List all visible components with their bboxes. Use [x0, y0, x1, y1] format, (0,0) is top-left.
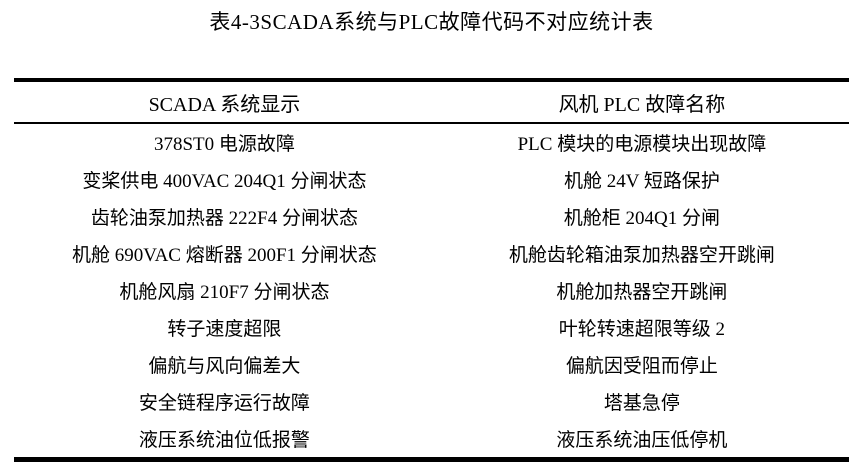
scada-plc-fault-table: SCADA 系统显示 风机 PLC 故障名称 378ST0 电源故障 PLC 模… — [14, 78, 849, 462]
table-row: 液压系统油位低报警 液压系统油压低停机 — [14, 420, 849, 460]
cell-plc: 叶轮转速超限等级 2 — [558, 319, 726, 340]
column-header-scada: SCADA 系统显示 — [14, 80, 435, 124]
cell-scada: 机舱风扇 210F7 分闸状态 — [119, 282, 330, 303]
cell-scada: 机舱 690VAC 熔断器 200F1 分闸状态 — [72, 245, 377, 266]
cell-scada: 安全链程序运行故障 — [138, 393, 310, 414]
cell-scada: 液压系统油位低报警 — [138, 430, 310, 451]
cell-scada: 378ST0 电源故障 — [153, 134, 295, 155]
cell-scada: 变桨供电 400VAC 204Q1 分闸状态 — [82, 171, 367, 192]
cell-plc: 机舱加热器空开跳闸 — [556, 282, 728, 303]
cell-scada: 齿轮油泵加热器 222F4 分闸状态 — [90, 208, 358, 229]
table-row: 378ST0 电源故障 PLC 模块的电源模块出现故障 — [14, 123, 849, 161]
table-caption: 表4-3SCADA系统与PLC故障代码不对应统计表 — [209, 10, 654, 34]
table-row: 转子速度超限 叶轮转速超限等级 2 — [14, 309, 849, 346]
cell-plc: 机舱 24V 短路保护 — [563, 171, 720, 192]
table-row: 机舱 690VAC 熔断器 200F1 分闸状态 机舱齿轮箱油泵加热器空开跳闸 — [14, 235, 849, 272]
table-row: 安全链程序运行故障 塔基急停 — [14, 383, 849, 420]
cell-plc: 偏航因受阻而停止 — [565, 356, 718, 377]
table-row: 齿轮油泵加热器 222F4 分闸状态 机舱柜 204Q1 分闸 — [14, 198, 849, 235]
cell-plc: 机舱齿轮箱油泵加热器空开跳闸 — [508, 245, 775, 266]
column-header-plc: 风机 PLC 故障名称 — [434, 80, 849, 124]
cell-scada: 偏航与风向偏差大 — [148, 356, 301, 377]
cell-plc: PLC 模块的电源模块出现故障 — [517, 134, 767, 155]
cell-scada: 转子速度超限 — [167, 319, 282, 340]
cell-plc: 液压系统油压低停机 — [556, 430, 728, 451]
cell-plc: 塔基急停 — [603, 393, 680, 414]
table-row: 变桨供电 400VAC 204Q1 分闸状态 机舱 24V 短路保护 — [14, 161, 849, 198]
table-row: 机舱风扇 210F7 分闸状态 机舱加热器空开跳闸 — [14, 272, 849, 309]
header-row: SCADA 系统显示 风机 PLC 故障名称 — [14, 80, 849, 124]
table-row: 偏航与风向偏差大 偏航因受阻而停止 — [14, 346, 849, 383]
cell-plc: 机舱柜 204Q1 分闸 — [563, 208, 721, 229]
